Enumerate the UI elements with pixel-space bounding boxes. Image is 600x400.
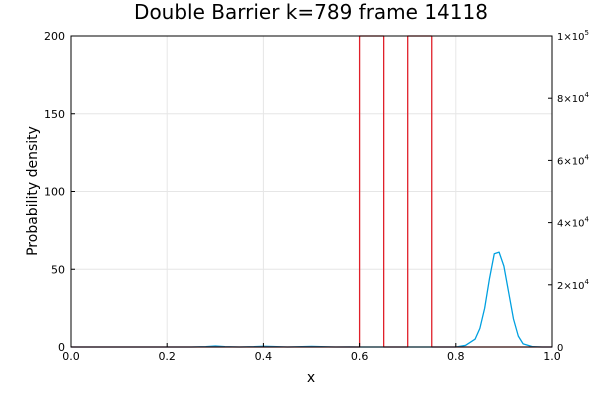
y2-tick-exponent: 4 bbox=[584, 153, 589, 161]
y2-tick-exponent: 5 bbox=[584, 29, 588, 37]
y2-tick-label: 1×105 bbox=[557, 29, 589, 43]
y2-tick-mantissa: 2×10 bbox=[557, 281, 584, 292]
y2-tick-mantissa: 0 bbox=[557, 343, 563, 354]
y2-tick-mantissa: 6×10 bbox=[557, 156, 584, 167]
x-tick-label: 0.2 bbox=[158, 350, 176, 363]
y-tick-label: 100 bbox=[44, 186, 65, 199]
y2-tick-label: 0 bbox=[557, 343, 563, 354]
y-tick-label: 200 bbox=[44, 30, 65, 43]
grid bbox=[70, 35, 553, 348]
x-tick-label: 0.0 bbox=[62, 350, 80, 363]
y2-tick-mantissa: 1×10 bbox=[557, 32, 584, 43]
y-axis-label: Probability density bbox=[25, 126, 41, 256]
y2-tick-label: 8×104 bbox=[557, 91, 589, 105]
y2-tick-label: 6×104 bbox=[557, 153, 589, 167]
y2-tick-mantissa: 4×10 bbox=[557, 219, 584, 230]
y2-tick-exponent: 4 bbox=[584, 91, 589, 99]
chart-title: Double Barrier k=789 frame 14118 bbox=[134, 0, 488, 24]
y2-tick-exponent: 4 bbox=[584, 278, 589, 286]
x-axis-label: x bbox=[307, 370, 315, 386]
x-axis: 0.0 0.2 0.4 0.6 0.8 1.0 bbox=[62, 343, 561, 363]
y-tick-label: 50 bbox=[51, 263, 65, 276]
y2-tick-exponent: 4 bbox=[584, 216, 589, 224]
y-tick-label: 150 bbox=[44, 108, 65, 121]
y2-tick-mantissa: 8×10 bbox=[557, 94, 584, 105]
y-axis: 0 50 100 150 200 bbox=[44, 30, 75, 354]
y2-tick-label: 4×104 bbox=[557, 216, 589, 230]
series-line-1 bbox=[71, 251, 552, 348]
x-tick-label: 0.8 bbox=[447, 350, 465, 363]
y2-tick-label: 2×104 bbox=[557, 278, 589, 292]
x-tick-label: 1.0 bbox=[543, 350, 561, 363]
x-tick-label: 0.4 bbox=[255, 350, 273, 363]
y-tick-label: 0 bbox=[58, 341, 65, 354]
x-tick-label: 0.6 bbox=[351, 350, 369, 363]
